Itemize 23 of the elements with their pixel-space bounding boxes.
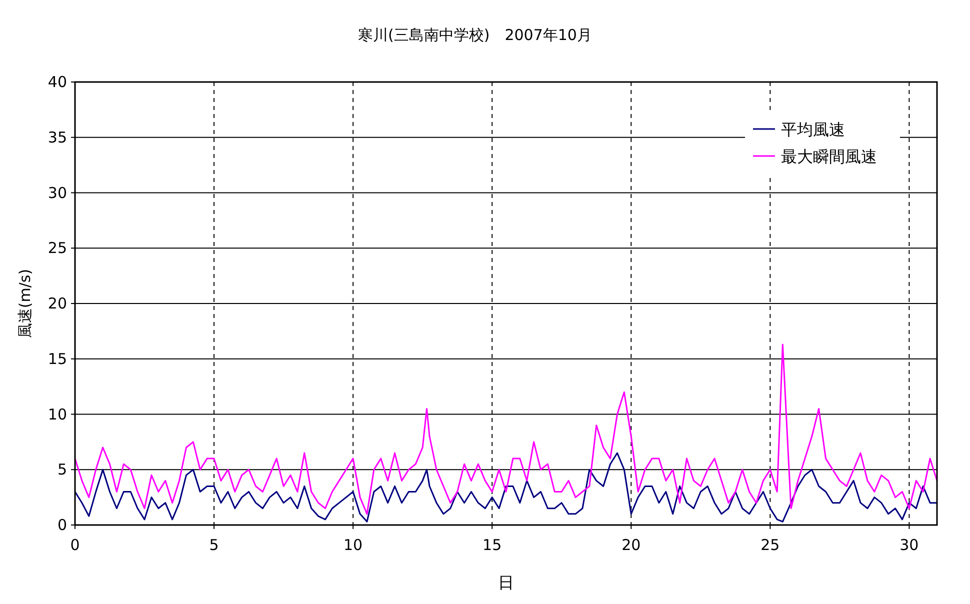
y-tick-label: 15 xyxy=(48,350,67,368)
y-tick-label: 40 xyxy=(48,73,67,91)
x-tick-label: 30 xyxy=(900,536,919,554)
x-tick-label: 20 xyxy=(622,536,641,554)
x-tick-label: 0 xyxy=(70,536,80,554)
y-axis-title: 風速(m/s) xyxy=(16,268,34,338)
y-tick-label: 35 xyxy=(48,128,67,146)
y-tick-label: 0 xyxy=(57,516,67,534)
x-tick-label: 25 xyxy=(760,536,780,554)
x-tick-label: 5 xyxy=(209,536,219,554)
x-axis-title: 日 xyxy=(498,573,514,592)
legend-label: 平均風速 xyxy=(781,120,845,139)
y-tick-label: 10 xyxy=(48,405,67,424)
line-series xyxy=(74,344,938,515)
y-tick-label: 20 xyxy=(48,294,67,312)
y-tick-label: 25 xyxy=(48,239,67,258)
y-tick-label: 30 xyxy=(48,184,67,202)
legend-label: 最大瞬間風速 xyxy=(781,147,877,166)
line-series xyxy=(74,452,938,522)
x-tick-label: 10 xyxy=(344,536,363,554)
chart-title: 寒川(三島南中学校) 2007年10月 xyxy=(358,26,592,44)
x-tick-label: 15 xyxy=(482,536,502,554)
y-tick-label: 5 xyxy=(57,460,67,479)
